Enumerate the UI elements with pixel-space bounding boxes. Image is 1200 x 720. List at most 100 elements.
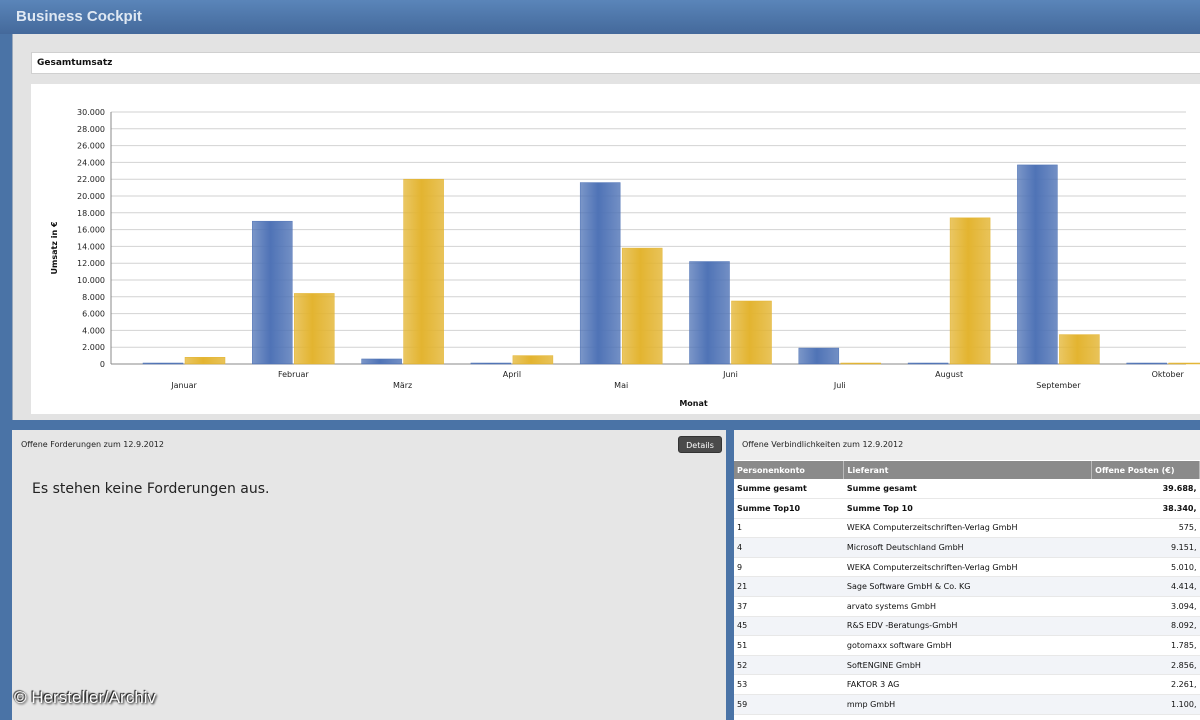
bar bbox=[949, 217, 991, 365]
y-tick-label: 26.000 bbox=[77, 142, 105, 151]
bar bbox=[621, 247, 663, 365]
table-row[interactable]: Summe gesamt Summe gesamt 39.688, bbox=[734, 479, 1200, 500]
y-tick-label: 22.000 bbox=[77, 175, 105, 184]
x-tick-label: April bbox=[503, 370, 521, 379]
y-tick-label: 4.000 bbox=[82, 326, 105, 335]
y-axis-title: Umsatz in € bbox=[50, 221, 59, 274]
account-cell: 51 bbox=[734, 635, 844, 656]
column-header-account[interactable]: Personenkonto bbox=[734, 461, 845, 479]
receivables-header: Offene Forderungen zum 12.9.2012 bbox=[21, 440, 164, 449]
bar bbox=[907, 362, 949, 365]
payables-panel: Offene Verbindlichkeiten zum 12.9.2012 P… bbox=[734, 430, 1200, 720]
y-tick-label: 24.000 bbox=[77, 158, 105, 167]
x-tick-label: Februar bbox=[278, 370, 309, 379]
table-row[interactable]: 59 mmp GmbH 1.100, bbox=[734, 694, 1200, 715]
y-tick-label: 12.000 bbox=[77, 259, 105, 268]
x-tick-label: Juli bbox=[833, 381, 846, 390]
supplier-cell: gotomaxx software GmbH bbox=[843, 635, 1092, 656]
bar bbox=[403, 178, 444, 365]
account-cell: 1 bbox=[734, 518, 844, 539]
supplier-cell: Sage Software GmbH & Co. KG bbox=[843, 576, 1092, 598]
y-tick-label: 6.000 bbox=[82, 310, 105, 319]
table-row[interactable]: 9 WEKA Computerzeitschriften-Verlag GmbH 5… bbox=[734, 557, 1200, 578]
y-tick-label: 18.000 bbox=[77, 209, 105, 218]
payables-header-bar: Offene Verbindlichkeiten zum 12.9.2012 bbox=[734, 430, 1200, 460]
table-row[interactable]: Summe Top10 Summe Top 10 38.340, bbox=[734, 498, 1200, 519]
x-tick-label: Oktober bbox=[1152, 370, 1185, 379]
supplier-cell: FAKTOR 3 AG bbox=[843, 674, 1092, 696]
bar bbox=[361, 358, 402, 365]
y-tick-label: 28.000 bbox=[77, 125, 105, 134]
bar bbox=[731, 300, 772, 365]
receivables-message: Es stehen keine Forderungen aus. bbox=[32, 481, 270, 497]
table-row[interactable]: 51 gotomaxx software GmbH 1.785, bbox=[734, 635, 1200, 656]
table-row[interactable]: 37 arvato systems GmbH 3.094, bbox=[734, 596, 1200, 617]
table-row[interactable]: 53 FAKTOR 3 AG 2.261, bbox=[734, 674, 1200, 696]
table-row[interactable]: 52 SoftENGINE GmbH 2.856, bbox=[734, 655, 1200, 676]
table-row[interactable]: 1 WEKA Computerzeitschriften-Verlag GmbH 5… bbox=[734, 518, 1200, 539]
y-tick-label: 16.000 bbox=[77, 226, 105, 235]
bar bbox=[470, 362, 512, 365]
supplier-cell: Summe gesamt bbox=[843, 479, 1092, 500]
amount-cell: 38.340, bbox=[1091, 498, 1200, 519]
amount-cell: 9.151, bbox=[1091, 537, 1200, 558]
amount-cell: 1.785, bbox=[1091, 635, 1200, 656]
payables-header: Offene Verbindlichkeiten zum 12.9.2012 bbox=[742, 440, 904, 449]
column-header-open-items[interactable]: Offene Posten (€) bbox=[1091, 461, 1200, 479]
bar bbox=[840, 362, 882, 365]
account-cell: 4 bbox=[734, 537, 844, 558]
bar bbox=[689, 261, 730, 365]
y-tick-label: 10.000 bbox=[77, 276, 105, 285]
amount-cell: 8.092, bbox=[1091, 616, 1200, 637]
y-tick-label: 2.000 bbox=[82, 343, 105, 352]
bar bbox=[1126, 362, 1167, 365]
supplier-cell: mmp GmbH bbox=[843, 694, 1092, 715]
bar bbox=[1017, 164, 1058, 365]
bar bbox=[1168, 362, 1200, 365]
table-row[interactable]: 4 Microsoft Deutschland GmbH 9.151, bbox=[734, 537, 1200, 558]
account-cell: Summe gesamt bbox=[734, 479, 844, 500]
x-tick-label: März bbox=[393, 381, 412, 390]
payables-table: Personenkonto Lieferant Offene Posten (€… bbox=[734, 461, 1200, 715]
y-tick-label: 20.000 bbox=[77, 192, 105, 201]
bar bbox=[1059, 334, 1100, 365]
bar bbox=[294, 293, 335, 365]
account-cell: 59 bbox=[734, 694, 844, 715]
bar bbox=[184, 357, 226, 365]
amount-cell: 5.010, bbox=[1091, 557, 1200, 578]
table-header-row: Personenkonto Lieferant Offene Posten (€… bbox=[734, 461, 1200, 479]
supplier-cell: arvato systems GmbH bbox=[843, 596, 1092, 617]
account-cell: 21 bbox=[734, 576, 844, 598]
account-cell: 9 bbox=[734, 557, 844, 578]
account-cell: 52 bbox=[734, 655, 844, 676]
y-tick-label: 30.000 bbox=[77, 108, 105, 117]
x-axis-title: Monat bbox=[679, 399, 708, 408]
supplier-cell: Summe Top 10 bbox=[843, 498, 1092, 519]
table-row[interactable]: 21 Sage Software GmbH & Co. KG 4.414, bbox=[734, 576, 1200, 598]
x-tick-label: Mai bbox=[614, 381, 628, 390]
app-title: Business Cockpit bbox=[16, 8, 142, 25]
amount-cell: 2.261, bbox=[1091, 674, 1200, 696]
supplier-cell: WEKA Computerzeitschriften-Verlag GmbH bbox=[843, 518, 1092, 539]
account-cell: 37 bbox=[734, 596, 844, 617]
chart-panel-title: Gesamtumsatz bbox=[37, 58, 113, 68]
supplier-cell: WEKA Computerzeitschriften-Verlag GmbH bbox=[843, 557, 1092, 578]
bar bbox=[142, 362, 184, 365]
x-tick-label: Juni bbox=[722, 370, 738, 379]
image-credit: © Hersteller/Archiv bbox=[14, 688, 156, 707]
supplier-cell: R&S EDV -Beratungs-GmbH bbox=[843, 616, 1092, 637]
account-cell: Summe Top10 bbox=[734, 498, 844, 519]
account-cell: 45 bbox=[734, 616, 844, 637]
account-cell: 53 bbox=[734, 674, 844, 696]
supplier-cell: Microsoft Deutschland GmbH bbox=[843, 537, 1092, 558]
chart-svg: 0 2.000 4.000 6.000 8.000 10.000 12.000 14.000 1… bbox=[50, 108, 1200, 408]
amount-cell: 575, bbox=[1091, 518, 1200, 539]
chart-panel-header: Gesamtumsatz bbox=[31, 52, 1200, 74]
details-button[interactable]: Details bbox=[678, 436, 722, 453]
column-header-supplier[interactable]: Lieferant bbox=[843, 461, 1093, 479]
table-row[interactable]: 45 R&S EDV -Beratungs-GmbH 8.092, bbox=[734, 616, 1200, 637]
amount-cell: 39.688, bbox=[1091, 479, 1200, 500]
bar bbox=[579, 182, 621, 365]
y-tick-label: 0 bbox=[100, 360, 105, 369]
revenue-chart-panel: Gesamtumsatz 0 2.000 4.000 6.000 8.000 10.000… bbox=[12, 34, 1200, 420]
